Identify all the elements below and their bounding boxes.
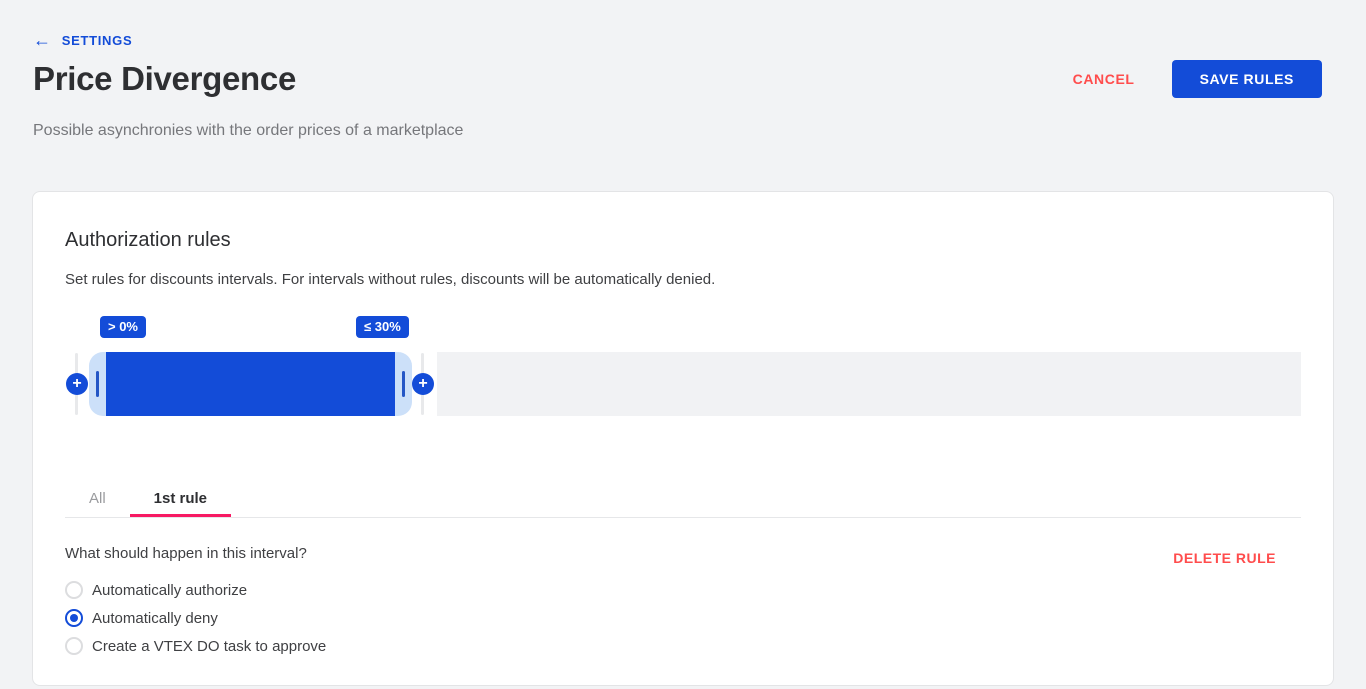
back-arrow-icon: ← bbox=[33, 30, 52, 50]
page-title: Price Divergence bbox=[33, 60, 297, 97]
radio-automatically-authorize[interactable]: Automatically authorize bbox=[65, 576, 326, 604]
cancel-button[interactable]: CANCEL bbox=[1072, 71, 1135, 87]
interval-handle-right[interactable] bbox=[395, 352, 412, 416]
add-interval-before-button[interactable]: + bbox=[66, 373, 88, 395]
plus-icon: + bbox=[72, 374, 82, 392]
interval-to-badge: ≤ 30% bbox=[356, 316, 409, 338]
interval-handle-left[interactable] bbox=[89, 352, 106, 416]
handle-tick-icon bbox=[402, 371, 405, 397]
unassigned-interval-track[interactable] bbox=[437, 352, 1301, 416]
back-to-settings-link[interactable]: ← SETTINGS bbox=[33, 30, 133, 50]
rule-panel: What should happen in this interval? Aut… bbox=[65, 546, 1301, 660]
delete-rule-button[interactable]: DELETE RULE bbox=[1173, 550, 1276, 566]
rule-options: What should happen in this interval? Aut… bbox=[65, 546, 326, 660]
interval-fill bbox=[106, 352, 395, 416]
plus-icon: + bbox=[418, 374, 428, 392]
authorization-rules-card: Authorization rules Set rules for discou… bbox=[32, 191, 1334, 686]
radio-create-vtex-do-task[interactable]: Create a VTEX DO task to approve bbox=[65, 632, 326, 660]
title-row: Price Divergence CANCEL SAVE RULES bbox=[33, 59, 1322, 99]
radio-label: Automatically deny bbox=[92, 609, 218, 627]
radio-checked-icon bbox=[65, 609, 83, 627]
selected-interval-bar[interactable] bbox=[89, 352, 412, 416]
radio-unchecked-icon bbox=[65, 581, 83, 599]
radio-group: Automatically authorize Automatically de… bbox=[65, 576, 326, 660]
card-description: Set rules for discounts intervals. For i… bbox=[65, 271, 716, 288]
rules-tabs: All 1st rule bbox=[65, 481, 1301, 518]
tab-all[interactable]: All bbox=[65, 481, 130, 517]
card-heading: Authorization rules bbox=[65, 229, 231, 251]
interval-from-badge: > 0% bbox=[100, 316, 146, 338]
page-subtitle: Possible asynchronies with the order pri… bbox=[33, 122, 464, 139]
save-rules-button[interactable]: SAVE RULES bbox=[1171, 60, 1322, 98]
page-header: ← SETTINGS Price Divergence CANCEL SAVE … bbox=[0, 0, 1366, 139]
back-link-label: SETTINGS bbox=[61, 32, 133, 48]
radio-label: Create a VTEX DO task to approve bbox=[92, 637, 327, 655]
header-actions: CANCEL SAVE RULES bbox=[1073, 60, 1322, 98]
tab-1st-rule[interactable]: 1st rule bbox=[130, 481, 231, 517]
radio-label: Automatically authorize bbox=[92, 581, 248, 599]
radio-automatically-deny[interactable]: Automatically deny bbox=[65, 604, 326, 632]
slider-bar-row: + + bbox=[65, 352, 1301, 416]
add-interval-after-button[interactable]: + bbox=[412, 373, 434, 395]
handle-tick-icon bbox=[96, 371, 99, 397]
interval-question: What should happen in this interval? bbox=[65, 545, 307, 562]
radio-unchecked-icon bbox=[65, 637, 83, 655]
discount-interval-slider: > 0% ≤ 30% + + bbox=[65, 316, 1301, 416]
